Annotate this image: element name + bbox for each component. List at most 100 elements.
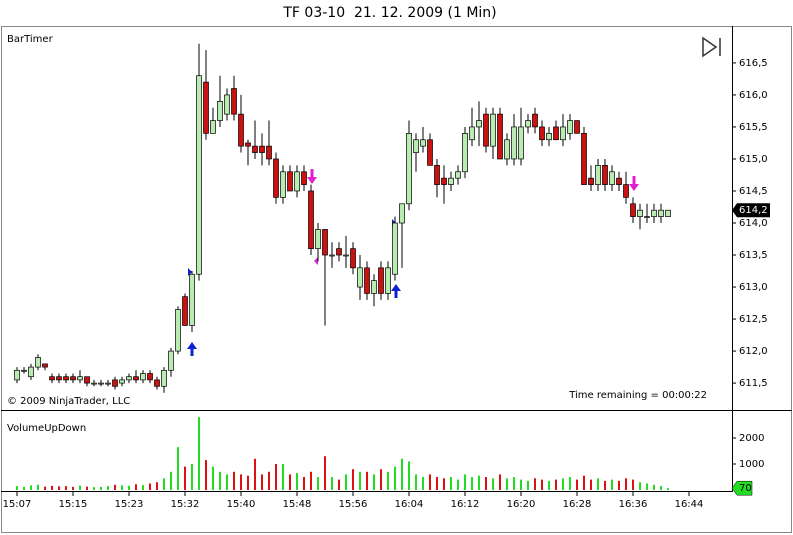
candle-body (651, 209, 657, 217)
buy-arrow (187, 342, 197, 356)
volume-bar (135, 484, 137, 490)
volume-bar (408, 461, 410, 490)
play-icon[interactable] (702, 36, 721, 58)
volume-bar (282, 464, 284, 490)
volume-bar (275, 464, 277, 490)
volume-bar (632, 479, 634, 490)
candle-body (175, 309, 181, 352)
candle-body (217, 100, 223, 121)
candle-body (301, 171, 307, 185)
volume-bar (44, 486, 46, 490)
y-tick-label: 2000 (739, 433, 764, 444)
candle-body (133, 376, 139, 381)
candle-body (539, 126, 545, 141)
y-tick-label: 614,0 (739, 218, 768, 229)
volume-bar (569, 477, 571, 490)
x-tick-label: 15:23 (115, 499, 144, 510)
candle-body (329, 254, 335, 257)
candle-body (392, 222, 398, 275)
volume-bar (436, 477, 438, 490)
candle-body (490, 113, 496, 147)
last-price-box (732, 203, 770, 218)
x-tick-label: 15:32 (171, 499, 200, 510)
volume-bar (653, 484, 655, 490)
candle-body (112, 379, 118, 387)
candle-body (84, 376, 90, 384)
candle-body (70, 376, 76, 381)
volume-bar (170, 471, 172, 490)
candle-body (210, 120, 216, 134)
candle-body (441, 177, 447, 185)
volume-bar (527, 480, 529, 490)
candle-body (385, 267, 391, 294)
volume-bar (450, 477, 452, 490)
candle-body (602, 165, 608, 185)
volume-bar (198, 417, 200, 490)
volume-bar (471, 477, 473, 490)
volume-bar (212, 466, 214, 490)
volume-bar (100, 486, 102, 490)
y-tick-label: 612,5 (739, 314, 768, 325)
candle-body (336, 248, 342, 256)
volume-bar (86, 486, 88, 490)
volume-bar (30, 485, 32, 490)
last-volume-label: 70 (739, 483, 752, 494)
x-tick-label: 16:28 (563, 499, 592, 510)
volume-bar (58, 486, 60, 490)
x-tick-label: 15:07 (3, 499, 32, 510)
volume-bar (618, 480, 620, 490)
candle-body (161, 369, 167, 387)
volume-bar (233, 471, 235, 490)
play-triangle[interactable] (702, 36, 718, 58)
candle-body (560, 126, 566, 141)
volume-bar (114, 484, 116, 490)
volume-bar (79, 485, 81, 490)
volume-bar (359, 471, 361, 490)
volume-bar (387, 471, 389, 490)
frame (1, 26, 792, 533)
volume-bar (296, 473, 298, 490)
candle-body (483, 113, 489, 147)
candle-body (525, 120, 531, 128)
volume-bar (37, 484, 39, 490)
candle-body (350, 248, 356, 269)
bar-timer: Time remaining = 00:00:22 (568, 390, 707, 401)
sell-arrow (629, 176, 639, 191)
candle-body (98, 382, 104, 385)
volume-bar (485, 477, 487, 490)
candle-body (56, 376, 62, 381)
candle-body (420, 139, 426, 147)
volume-bar (625, 478, 627, 490)
candle-body (196, 75, 202, 275)
candle-body (266, 145, 272, 160)
candle-body (245, 142, 251, 147)
volume-bar (317, 477, 319, 490)
candle-body (448, 177, 454, 185)
candle-body (154, 379, 160, 387)
candle-body (105, 382, 111, 385)
volume-bar (247, 475, 249, 490)
volume-bar (310, 471, 312, 490)
marker (314, 257, 318, 265)
candle-body (371, 280, 377, 294)
candle-body (532, 113, 538, 128)
volume-bar (352, 469, 354, 490)
volume-bar (289, 474, 291, 490)
volume-bar (191, 464, 193, 490)
candle-body (77, 376, 83, 381)
candle-body (406, 132, 412, 205)
volume-bar (457, 479, 459, 490)
volume-bar (324, 456, 326, 490)
volume-title: VolumeUpDown (7, 423, 86, 434)
candle-body (637, 209, 643, 217)
candle-body (595, 165, 601, 185)
volume-bar (254, 458, 256, 490)
candle-body (140, 373, 146, 381)
candle-body (21, 369, 27, 372)
volume-bar (121, 485, 123, 490)
volume-bar (128, 485, 130, 490)
volume-bar (667, 488, 669, 490)
y-tick-label: 611,5 (739, 378, 768, 389)
candle-body (518, 126, 524, 160)
